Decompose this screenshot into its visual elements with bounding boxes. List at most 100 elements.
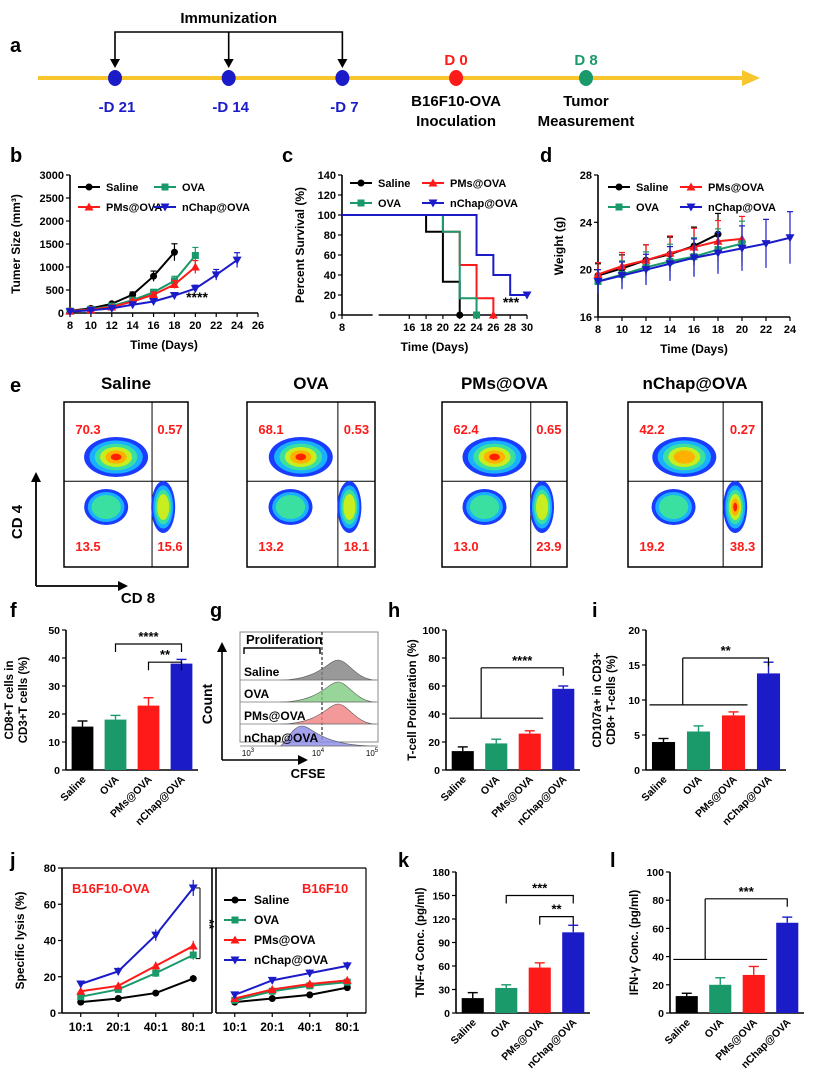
y-tick-label: 40 (652, 952, 664, 964)
significance-bracket (505, 894, 574, 904)
density-contour (157, 494, 170, 520)
quadrant-value: 13.2 (258, 539, 283, 554)
significance-bracket (147, 661, 183, 671)
density-contour (91, 495, 121, 519)
panel-label-d: d (540, 145, 552, 167)
data-point (151, 961, 161, 970)
flow-plot-title: OVA (293, 374, 329, 393)
bar-PMs@OVA (518, 733, 541, 770)
quadrant-value: 0.53 (344, 422, 369, 437)
y-tick-label: 20 (580, 265, 592, 277)
x-category-label: 20:1 (260, 1020, 284, 1034)
legend-label: OVA (378, 198, 401, 210)
data-point (713, 249, 723, 258)
y-tick-label: 150 (432, 891, 450, 903)
tick-exponent: 3 (251, 748, 255, 754)
y-tick-label: 80 (652, 895, 664, 907)
x-category-label: Saline (663, 1017, 693, 1047)
y-tick-label: 28 (580, 170, 592, 182)
legend-label: PMs@OVA (254, 933, 316, 947)
bar-PMs@OVA (742, 974, 765, 1013)
y-tick-label: 50 (48, 625, 60, 637)
x-tick-label: 18 (168, 320, 180, 332)
y-tick-label: 2500 (40, 193, 64, 205)
quadrant-value: 19.2 (639, 539, 664, 554)
arrow-head (118, 581, 128, 591)
x-category-label: 10:1 (69, 1020, 93, 1034)
data-point (152, 989, 160, 997)
legend-marker (357, 179, 365, 187)
data-point (188, 884, 198, 893)
series-line-nchap (80, 887, 195, 985)
axes: 0 20 40 60 80 (44, 863, 212, 1020)
x-category-label: OVA (702, 1016, 726, 1040)
legend-marker (428, 178, 438, 187)
quadrant-value: 62.4 (453, 422, 479, 437)
x-axis-title: Time (Days) (130, 338, 198, 352)
legend-marker (161, 183, 169, 191)
data-point (189, 975, 197, 983)
arrow-head (31, 472, 41, 482)
x-category-label: Saline (639, 774, 669, 804)
bar-OVA (709, 984, 732, 1013)
y-axis-title: CD107a+ in CD3+ (592, 652, 604, 748)
significance-bracket (682, 657, 770, 666)
histogram-row-label: OVA (244, 687, 269, 701)
data-point (689, 254, 699, 263)
timeline-dot (335, 70, 350, 86)
data-point (77, 998, 85, 1006)
axes: 0 20 40 60 80 100 (422, 625, 580, 777)
data-point (129, 291, 137, 299)
x-tick-label: 24 (784, 324, 797, 336)
y-tick-label: 0 (434, 765, 440, 777)
legend-label: OVA (254, 913, 279, 927)
y-tick-label: 100 (646, 867, 664, 879)
timeline-note: Tumor (563, 93, 609, 110)
legend-label: OVA (182, 182, 205, 194)
series-nchap (593, 211, 795, 294)
y-tick-label: 60 (438, 961, 450, 973)
y-tick-label: 16 (580, 312, 592, 324)
x-tick-label: 16 (147, 320, 159, 332)
x-category-label: OVA (98, 773, 122, 797)
histogram-curve-nChap@OVA (279, 725, 377, 747)
x-tick-label: 18 (712, 324, 724, 336)
y-tick-label: 0 (330, 310, 336, 322)
density-plot (462, 437, 554, 533)
y-tick-label: 2000 (40, 216, 64, 228)
data-point (342, 962, 352, 971)
tick-exponent: 4 (321, 748, 325, 754)
legend-label: PMs@OVA (708, 182, 764, 194)
legend-marker (357, 199, 365, 207)
y-tick-label: 20 (44, 972, 56, 984)
data-point (128, 301, 138, 310)
panel-label-h: h (388, 600, 400, 622)
x-category-label: Saline (439, 774, 469, 804)
legend-label: PMs@OVA (106, 202, 162, 214)
legend-label: nChap@OVA (182, 202, 250, 214)
quadrant-value: 15.6 (157, 539, 182, 554)
data-point (230, 991, 240, 1000)
histogram-header: Proliferation (246, 632, 323, 647)
arrow-head (337, 59, 348, 68)
y-tick-label: 40 (48, 653, 60, 665)
y-tick-label: 80 (428, 653, 440, 665)
timeline-dot (449, 70, 464, 86)
y-tick-label: 80 (44, 863, 56, 875)
data-point (107, 304, 117, 313)
data-point (641, 266, 651, 275)
bar-Saline (461, 998, 484, 1013)
data-point (65, 308, 75, 317)
data-point (114, 985, 122, 993)
x-category-label: 40:1 (298, 1020, 322, 1034)
density-contour (536, 494, 548, 520)
data-point (593, 278, 603, 286)
x-tick-label: 10 (616, 324, 628, 336)
y-tick-label: 20 (324, 290, 336, 302)
y-tick-label: 0 (658, 1008, 664, 1020)
sub-panel-title: B16F10 (302, 881, 348, 896)
x-tick-label: 26 (487, 322, 499, 334)
significance-label: **** (186, 289, 208, 305)
